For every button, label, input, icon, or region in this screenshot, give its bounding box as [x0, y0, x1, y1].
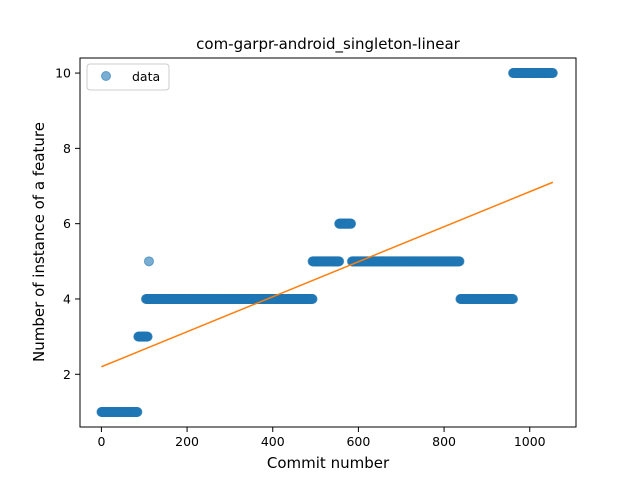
- x-tick-label-200: 200: [175, 434, 199, 449]
- legend-box: [86, 63, 170, 91]
- data-point-6-251: [454, 256, 465, 267]
- data-point-5-28: [346, 218, 357, 229]
- y-axis-ticks: 2 4 6 8 10: [55, 66, 80, 382]
- fit-line: [101, 181, 554, 368]
- y-tick-label-4: 4: [63, 291, 71, 306]
- x-tick-label-1000: 1000: [514, 434, 546, 449]
- legend-marker: [101, 71, 111, 81]
- data-point-7-123: [508, 293, 519, 304]
- x-tick-label-600: 600: [346, 434, 370, 449]
- y-tick-label-8: 8: [63, 141, 71, 156]
- data-points: [96, 68, 558, 417]
- chart-title: com-garpr-android_singleton-linear: [196, 35, 461, 54]
- x-axis-ticks: 0 200 400 600 800 1000: [97, 427, 546, 449]
- data-point-2-0: [143, 256, 154, 267]
- data-point-4-62: [334, 256, 345, 267]
- data-point-0-84: [132, 406, 143, 417]
- data-point-8-93: [547, 68, 558, 79]
- x-tick-label-0: 0: [97, 434, 105, 449]
- plot-area-frame: [79, 57, 577, 428]
- y-tick-label-6: 6: [63, 216, 71, 231]
- y-axis-label: Number of instance of a feature: [30, 122, 48, 362]
- fit-line-layer: [101, 181, 554, 368]
- data-point-3-389: [307, 293, 318, 304]
- data-point-1-22: [142, 331, 153, 342]
- legend: data: [86, 63, 170, 91]
- x-axis-label: Commit number: [267, 454, 390, 472]
- y-tick-label-10: 10: [55, 66, 71, 81]
- x-tick-label-800: 800: [432, 434, 456, 449]
- x-tick-label-400: 400: [261, 434, 285, 449]
- y-tick-label-2: 2: [63, 367, 71, 382]
- legend-label-data: data: [132, 69, 160, 84]
